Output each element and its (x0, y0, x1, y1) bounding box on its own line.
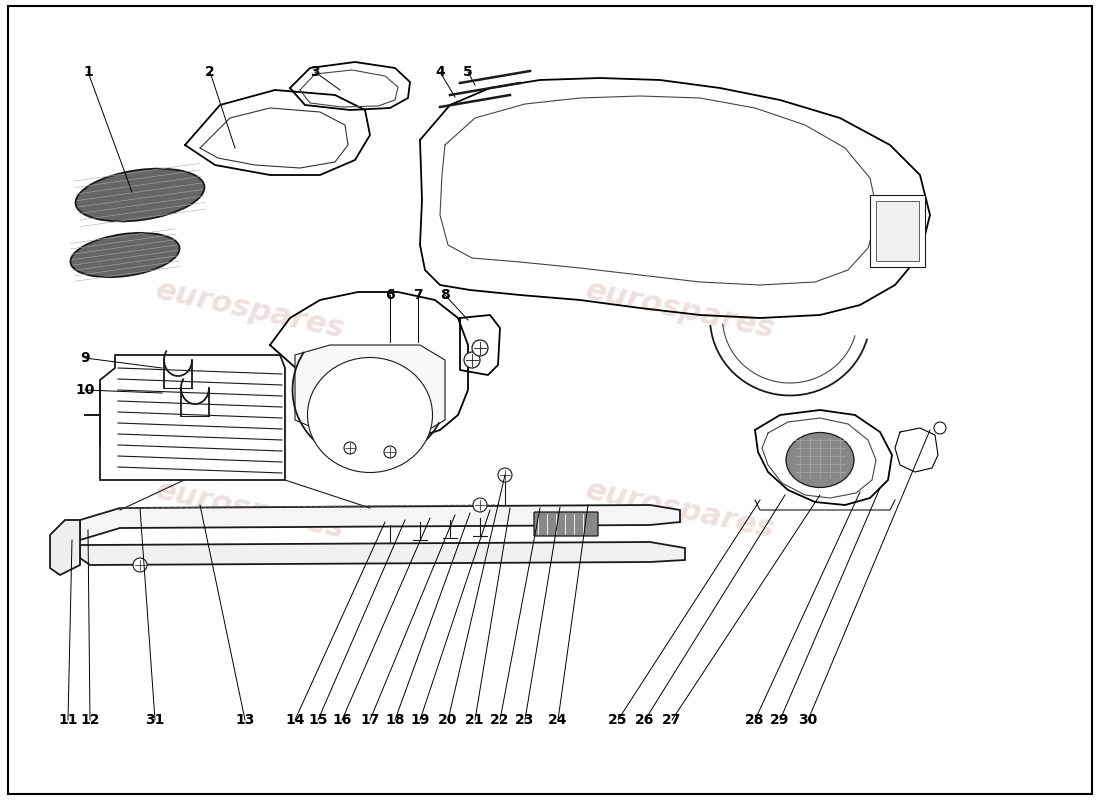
Text: eurospares: eurospares (153, 476, 348, 544)
Text: 9: 9 (80, 351, 90, 365)
Text: 31: 31 (145, 713, 165, 727)
Bar (876, 201, 918, 261)
Text: 27: 27 (662, 713, 682, 727)
Ellipse shape (70, 233, 179, 277)
Circle shape (344, 442, 356, 454)
Text: 29: 29 (770, 713, 790, 727)
Text: 12: 12 (80, 713, 100, 727)
Text: 24: 24 (548, 713, 568, 727)
Text: 14: 14 (285, 713, 305, 727)
Bar (870, 195, 925, 267)
Circle shape (934, 422, 946, 434)
Text: eurospares: eurospares (583, 476, 778, 544)
Ellipse shape (76, 169, 205, 222)
Text: 25: 25 (608, 713, 628, 727)
Text: 15: 15 (308, 713, 328, 727)
Text: 26: 26 (636, 713, 654, 727)
Text: 21: 21 (465, 713, 485, 727)
Text: 7: 7 (414, 288, 422, 302)
Text: 8: 8 (440, 288, 450, 302)
Text: 28: 28 (746, 713, 764, 727)
Polygon shape (295, 345, 446, 435)
Text: 1: 1 (84, 65, 92, 79)
Circle shape (384, 446, 396, 458)
Circle shape (472, 340, 488, 356)
Polygon shape (50, 520, 80, 575)
Polygon shape (100, 355, 285, 480)
Text: 20: 20 (438, 713, 458, 727)
Text: 13: 13 (235, 713, 255, 727)
Text: 10: 10 (75, 383, 95, 397)
Circle shape (473, 498, 487, 512)
Text: 2: 2 (205, 65, 214, 79)
Ellipse shape (786, 433, 854, 487)
Text: 17: 17 (361, 713, 379, 727)
Text: 22: 22 (491, 713, 509, 727)
Text: 4: 4 (436, 65, 444, 79)
Text: eurospares: eurospares (153, 276, 348, 344)
Text: 5: 5 (463, 65, 473, 79)
Text: 30: 30 (799, 713, 817, 727)
Text: 18: 18 (385, 713, 405, 727)
FancyBboxPatch shape (534, 512, 598, 536)
Text: eurospares: eurospares (583, 276, 778, 344)
Text: 11: 11 (58, 713, 78, 727)
Circle shape (498, 468, 512, 482)
Polygon shape (80, 505, 680, 540)
Text: 6: 6 (385, 288, 395, 302)
Text: 3: 3 (310, 65, 320, 79)
Circle shape (464, 352, 480, 368)
Text: 23: 23 (515, 713, 535, 727)
Circle shape (133, 558, 147, 572)
Polygon shape (80, 542, 685, 565)
Text: 16: 16 (332, 713, 352, 727)
Text: 19: 19 (410, 713, 430, 727)
Ellipse shape (308, 358, 432, 473)
